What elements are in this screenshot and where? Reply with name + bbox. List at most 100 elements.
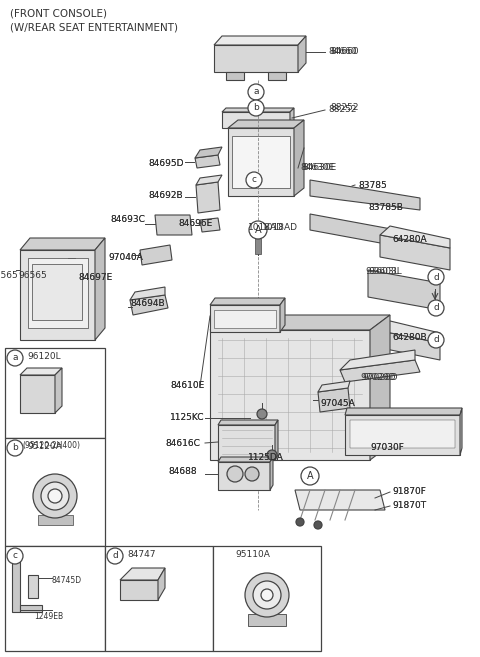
Circle shape — [257, 409, 267, 419]
Text: 84688: 84688 — [168, 468, 197, 476]
Text: 97030F: 97030F — [370, 443, 404, 453]
Bar — [214, 310, 276, 328]
Circle shape — [428, 332, 444, 348]
Text: 96120L: 96120L — [27, 352, 60, 361]
Text: 93603L: 93603L — [368, 267, 402, 277]
Bar — [350, 420, 455, 448]
Text: 91870T: 91870T — [392, 501, 426, 510]
Text: 84693C: 84693C — [110, 215, 145, 225]
Polygon shape — [130, 295, 168, 315]
Polygon shape — [20, 605, 42, 612]
Text: 1125KC: 1125KC — [170, 413, 204, 422]
Text: d: d — [433, 336, 439, 344]
Bar — [255, 238, 261, 254]
Polygon shape — [370, 315, 390, 460]
Polygon shape — [380, 235, 450, 270]
Circle shape — [245, 467, 259, 481]
Polygon shape — [290, 108, 294, 128]
Polygon shape — [380, 226, 450, 248]
Text: 84694B: 84694B — [130, 300, 165, 309]
Polygon shape — [222, 108, 294, 112]
Polygon shape — [120, 568, 165, 580]
Bar — [32, 264, 82, 320]
Text: 84694B: 84694B — [130, 300, 165, 309]
Text: 84696E: 84696E — [178, 219, 212, 229]
Polygon shape — [376, 330, 440, 360]
Circle shape — [245, 573, 289, 617]
Polygon shape — [120, 580, 158, 600]
Text: 84616C: 84616C — [165, 438, 200, 447]
Text: 96565: 96565 — [0, 271, 18, 279]
Circle shape — [261, 589, 273, 601]
Circle shape — [253, 581, 281, 609]
Polygon shape — [200, 218, 220, 232]
Text: 84697E: 84697E — [78, 273, 112, 283]
Circle shape — [107, 548, 123, 564]
Polygon shape — [345, 415, 460, 455]
Polygon shape — [298, 36, 306, 72]
Text: 95120A: 95120A — [27, 442, 62, 451]
Text: 93603L: 93603L — [365, 267, 399, 277]
Circle shape — [428, 269, 444, 285]
Circle shape — [227, 466, 243, 482]
Text: 84747: 84747 — [127, 550, 156, 559]
Text: 84692B: 84692B — [148, 191, 182, 200]
Circle shape — [7, 350, 23, 366]
Polygon shape — [55, 368, 62, 413]
Text: 84695D: 84695D — [148, 158, 183, 168]
Text: 84692B: 84692B — [148, 191, 182, 200]
Text: 97045A: 97045A — [320, 399, 355, 409]
Text: 84695D: 84695D — [148, 158, 183, 168]
Text: 84745D: 84745D — [52, 576, 82, 585]
Bar — [232, 136, 290, 188]
Text: 1249EB: 1249EB — [34, 612, 63, 621]
Text: 97040A: 97040A — [108, 254, 143, 263]
Text: a: a — [12, 353, 18, 363]
Text: 97030F: 97030F — [370, 443, 404, 453]
Text: c: c — [252, 175, 256, 185]
Polygon shape — [130, 287, 165, 300]
Circle shape — [246, 172, 262, 188]
Polygon shape — [218, 425, 275, 460]
Text: 83785B: 83785B — [368, 204, 403, 212]
Polygon shape — [20, 375, 55, 413]
Text: 88252: 88252 — [330, 104, 359, 112]
Text: 84610E: 84610E — [170, 382, 204, 390]
Circle shape — [248, 100, 264, 116]
Polygon shape — [222, 112, 290, 128]
Polygon shape — [20, 250, 95, 340]
Text: A: A — [307, 471, 313, 481]
Text: 97020D: 97020D — [360, 373, 396, 382]
Text: d: d — [112, 551, 118, 560]
Polygon shape — [155, 215, 192, 235]
Polygon shape — [95, 238, 105, 340]
Circle shape — [41, 482, 69, 510]
Polygon shape — [318, 388, 350, 412]
Polygon shape — [12, 560, 20, 612]
Polygon shape — [196, 175, 222, 185]
Text: 88252: 88252 — [328, 106, 357, 114]
Polygon shape — [210, 305, 280, 332]
Polygon shape — [345, 408, 462, 415]
Polygon shape — [340, 350, 415, 370]
Circle shape — [301, 467, 319, 485]
Text: 97045A: 97045A — [320, 399, 355, 409]
Text: 64280B: 64280B — [392, 334, 427, 342]
Polygon shape — [218, 462, 270, 490]
Polygon shape — [20, 368, 62, 375]
Text: 83785B: 83785B — [368, 204, 403, 212]
Polygon shape — [318, 381, 350, 392]
Circle shape — [48, 489, 62, 503]
Polygon shape — [275, 420, 278, 460]
Polygon shape — [310, 214, 440, 254]
Bar — [226, 72, 244, 80]
Text: b: b — [253, 104, 259, 112]
Text: 1018AD: 1018AD — [262, 223, 298, 233]
Polygon shape — [28, 575, 38, 598]
Circle shape — [314, 521, 322, 529]
Bar — [28, 258, 88, 328]
Text: d: d — [433, 273, 439, 281]
Bar — [5, 348, 105, 438]
Text: 96565: 96565 — [18, 271, 47, 279]
Text: 84610E: 84610E — [170, 382, 204, 390]
